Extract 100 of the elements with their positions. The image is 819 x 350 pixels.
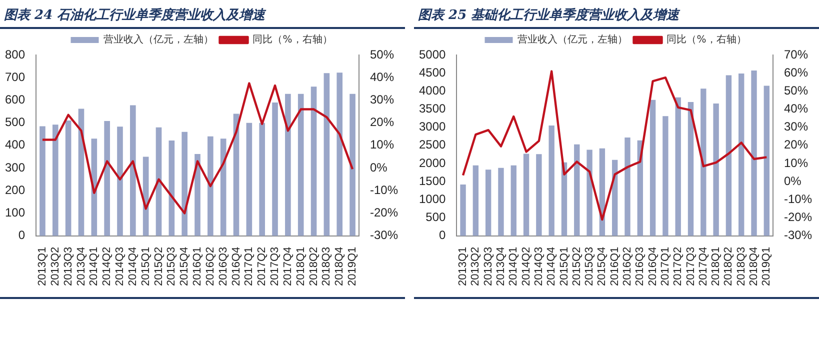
x-tick-label: 2016Q1	[192, 246, 204, 286]
bar	[194, 154, 200, 236]
bar	[324, 73, 330, 236]
x-tick-label: 2016Q3	[217, 246, 230, 286]
legend-label: 同比（%，右轴）	[666, 34, 746, 46]
x-tick-label: 2015Q4	[178, 246, 191, 286]
y-tick-label: 0	[439, 228, 446, 242]
x-tick-label: 2015Q3	[166, 246, 178, 286]
y-tick-label: 700	[4, 70, 26, 84]
bar	[259, 122, 266, 236]
y2-tick-label: 70%	[784, 47, 808, 62]
y-tick-label: 200	[4, 182, 26, 197]
y-tick-label: 3500	[418, 102, 446, 116]
x-tick-label: 2016Q2	[622, 246, 634, 286]
x-tick-label: 2016Q3	[634, 246, 646, 286]
bar	[751, 70, 757, 236]
y-tick-label: 600	[4, 92, 26, 107]
y2-tick-label: -10%	[370, 182, 398, 197]
x-tick-label: 2015Q3	[584, 246, 596, 286]
x-tick-label: 2013Q4	[495, 246, 508, 286]
y2-tick-label: 50%	[370, 47, 394, 62]
x-tick-label: 2013Q3	[482, 246, 494, 286]
bar	[510, 165, 516, 236]
x-tick-label: 2018Q2	[722, 246, 735, 286]
y2-tick-label: 20%	[370, 115, 394, 130]
y2-tick-label: 50%	[784, 83, 808, 98]
bar	[498, 168, 504, 236]
y2-tick-label: -20%	[370, 206, 398, 220]
y2-tick-label: 30%	[370, 92, 394, 107]
x-tick-label: 2017Q2	[672, 246, 684, 286]
bar	[208, 136, 214, 236]
x-tick-label: 2016Q4	[230, 246, 242, 286]
bar	[168, 140, 175, 236]
bar	[40, 126, 46, 236]
bar	[624, 137, 630, 236]
legend-label: 营业收入（亿元，左轴）	[518, 34, 628, 46]
x-tick-label: 2013Q1	[457, 246, 470, 286]
bar	[117, 126, 123, 236]
x-tick-label: 2018Q4	[334, 246, 346, 286]
x-tick-label: 2013Q1	[36, 246, 49, 286]
legend-label: 营业收入（亿元，左轴）	[104, 34, 214, 46]
x-tick-label: 2018Q2	[308, 246, 320, 286]
x-tick-label: 2017Q3	[269, 246, 282, 286]
y-tick-label: 2000	[418, 156, 446, 170]
x-tick-label: 2017Q2	[256, 246, 268, 286]
bar	[536, 154, 542, 236]
y-tick-label: 4000	[418, 83, 446, 98]
y-tick-label: 500	[426, 210, 446, 224]
bar	[675, 97, 681, 236]
y-tick-label: 500	[4, 115, 26, 130]
x-tick-label: 2018Q4	[748, 246, 760, 286]
y2-tick-label: 0%	[370, 160, 388, 174]
y-tick-label: 4500	[418, 65, 446, 80]
bar	[548, 126, 554, 236]
y-tick-label: 3000	[418, 120, 446, 134]
bar	[130, 105, 136, 236]
y2-tick-label: 10%	[370, 138, 394, 152]
x-tick-label: 2016Q4	[646, 246, 659, 286]
chart-title: 图表 25 基础化工行业单季度营业收入及增速	[414, 4, 819, 29]
y-tick-label: 100	[4, 206, 26, 220]
x-tick-label: 2014Q4	[126, 246, 139, 286]
x-tick-label: 2018Q1	[294, 246, 307, 286]
y2-tick-label: -30%	[784, 228, 812, 242]
x-tick-label: 2018Q1	[710, 246, 722, 286]
x-tick-label: 2019Q1	[760, 246, 773, 286]
x-tick-label: 2018Q3	[735, 246, 748, 286]
y2-tick-label: 20%	[784, 138, 808, 152]
bar	[764, 86, 770, 236]
x-tick-label: 2014Q2	[520, 246, 532, 286]
bar	[272, 102, 278, 236]
x-tick-label: 2015Q1	[140, 246, 152, 286]
bar	[574, 144, 580, 236]
x-tick-label: 2015Q2	[570, 246, 583, 286]
bar	[523, 154, 530, 236]
x-tick-label: 2014Q1	[508, 246, 520, 286]
x-tick-label: 2017Q4	[697, 246, 710, 286]
bar	[738, 73, 744, 236]
y-tick-label: 0	[18, 228, 26, 242]
bar	[700, 88, 706, 236]
bar	[310, 86, 317, 236]
y2-tick-label: 10%	[784, 156, 808, 170]
bar	[52, 124, 58, 236]
bar	[350, 94, 356, 236]
bar	[726, 75, 732, 236]
bar	[246, 122, 252, 236]
legend-label: 同比（%，右轴）	[252, 34, 332, 46]
bar	[688, 102, 694, 236]
x-tick-label: 2013Q2	[49, 246, 62, 286]
bar	[285, 94, 291, 236]
x-tick-label: 2017Q1	[659, 246, 672, 286]
y-tick-label: 2500	[418, 138, 446, 152]
y-tick-label: 800	[4, 47, 26, 62]
bar	[650, 100, 656, 236]
y2-tick-label: 0%	[784, 174, 802, 188]
x-tick-label: 2014Q3	[114, 246, 126, 286]
bar	[662, 116, 668, 236]
x-tick-label: 2017Q4	[282, 246, 294, 286]
chart-title: 图表 24 石油化工行业单季度营业收入及增速	[0, 4, 405, 29]
x-tick-label: 2013Q4	[75, 246, 88, 286]
y-tick-label: 5000	[418, 47, 446, 62]
